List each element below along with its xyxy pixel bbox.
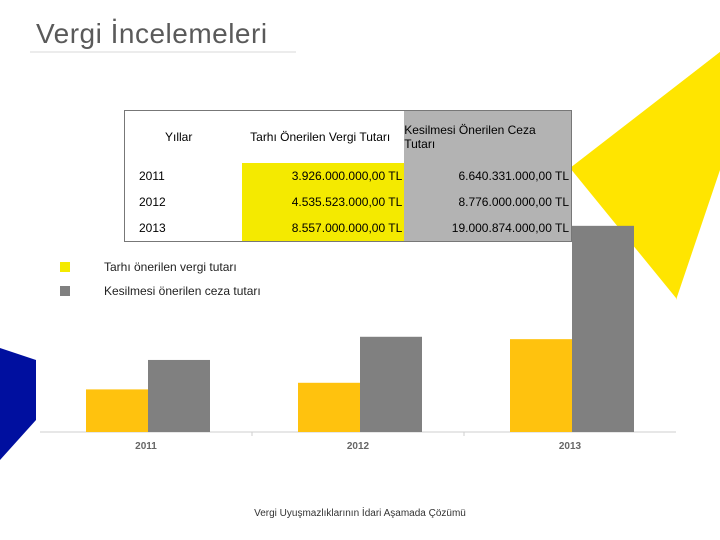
header-penalty-amount: Kesilmesi Önerilen Ceza Tutarı [404, 110, 572, 163]
legend-label-penalty: Kesilmesi önerilen ceza tutarı [104, 284, 261, 298]
cell-tax: 4.535.523.000,00 TL [242, 189, 405, 215]
page-title: Vergi İncelemeleri [36, 18, 268, 49]
cell-year: 2011 [139, 169, 165, 183]
cell-year: 2012 [139, 195, 166, 209]
x-tick-label: 2012 [347, 441, 370, 452]
table-row: 2012 4.535.523.000,00 TL 8.776.000.000,0… [125, 189, 572, 215]
table-header-row: Yıllar Tarhı Önerilen Vergi Tutarı Kesil… [125, 110, 572, 163]
cell-penalty: 19.000.874.000,00 TL [404, 215, 572, 242]
cell-penalty: 8.776.000.000,00 TL [404, 189, 572, 215]
x-tick-label: 2011 [135, 441, 157, 452]
blue-wedge-shape [0, 348, 36, 460]
slide-footer: Vergi Uyuşmazlıklarının İdari Aşamada Çö… [254, 508, 466, 519]
cell-tax: 3.926.000.000,00 TL [242, 163, 405, 189]
header-tax-amount: Tarhı Önerilen Vergi Tutarı [250, 130, 391, 144]
x-tick-label: 2013 [559, 441, 582, 452]
bar-penalty-2012 [360, 336, 422, 432]
cell-year: 2013 [139, 221, 166, 235]
bar-tax-2012 [298, 382, 360, 432]
bar-penalty-2011 [148, 359, 210, 432]
legend-swatch-penalty [60, 286, 70, 296]
bar-tax-2013 [510, 339, 572, 432]
bar-tax-2011 [86, 389, 148, 432]
cell-tax: 8.557.000.000,00 TL [242, 215, 405, 242]
data-table: Yıllar Tarhı Önerilen Vergi Tutarı Kesil… [124, 110, 572, 242]
table-row: 2013 8.557.000.000,00 TL 19.000.874.000,… [125, 215, 572, 242]
bar-penalty-2013 [572, 225, 634, 432]
cell-penalty: 6.640.331.000,00 TL [404, 163, 572, 189]
legend-label-tax: Tarhı önerilen vergi tutarı [104, 260, 237, 274]
yellow-wedge-upper-shape [572, 52, 720, 168]
table-row: 2011 3.926.000.000,00 TL 6.640.331.000,0… [125, 163, 572, 189]
header-years: Yıllar [165, 130, 193, 144]
legend-swatch-tax [60, 262, 70, 272]
